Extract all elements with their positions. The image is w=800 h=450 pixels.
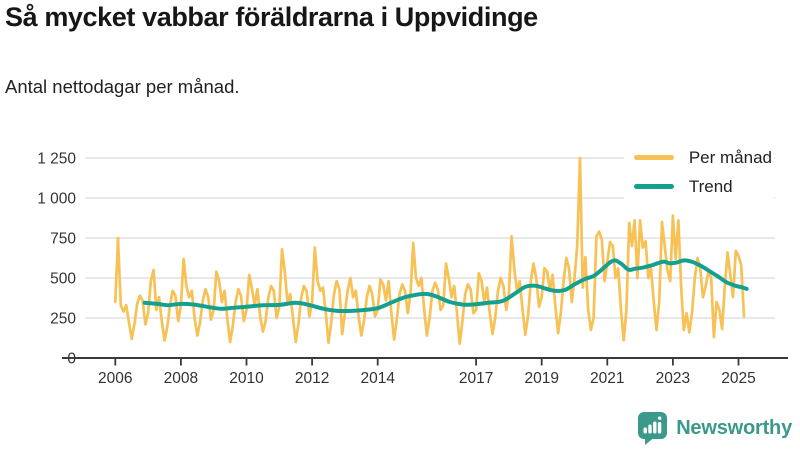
x-tick-label: 2017 [459,370,493,387]
newsworthy-logo-text: Newsworthy [676,416,792,439]
y-tick-label: 750 [50,231,76,248]
legend-swatch-per-manad [633,154,674,160]
newsworthy-logo[interactable]: Newsworthy [637,411,792,445]
newsworthy-logo-icon [638,412,668,445]
y-tick-label: 1 250 [37,151,76,168]
chart-legend: Per månad Trend [623,142,774,201]
legend-item-per-manad: Per månad [633,145,772,169]
x-tick-label: 2021 [590,370,624,387]
legend-label-per-manad: Per månad [688,147,772,167]
x-tick-label: 2019 [524,370,558,387]
y-tick-label: 1 000 [37,191,76,208]
y-tick-label: 250 [50,311,76,328]
x-tick-label: 2025 [721,370,755,387]
x-tick-label: 2023 [656,370,690,387]
x-tick-label: 2006 [98,370,132,387]
legend-label-trend: Trend [688,176,733,196]
x-tick-label: 2012 [295,370,329,387]
chart-subtitle: Antal nettodagar per månad. [5,76,240,97]
x-tick-label: 2008 [164,370,198,387]
x-tick-label: 2010 [229,370,264,387]
x-tick-label: 2014 [360,370,395,387]
legend-item-trend: Trend [633,174,772,198]
page-title: Så mycket vabbar föräldrarna i Uppviding… [5,2,538,32]
series-trend [142,258,749,314]
legend-swatch-trend [633,183,674,189]
y-tick-label: 500 [50,271,76,288]
series-per-manad [113,156,746,345]
